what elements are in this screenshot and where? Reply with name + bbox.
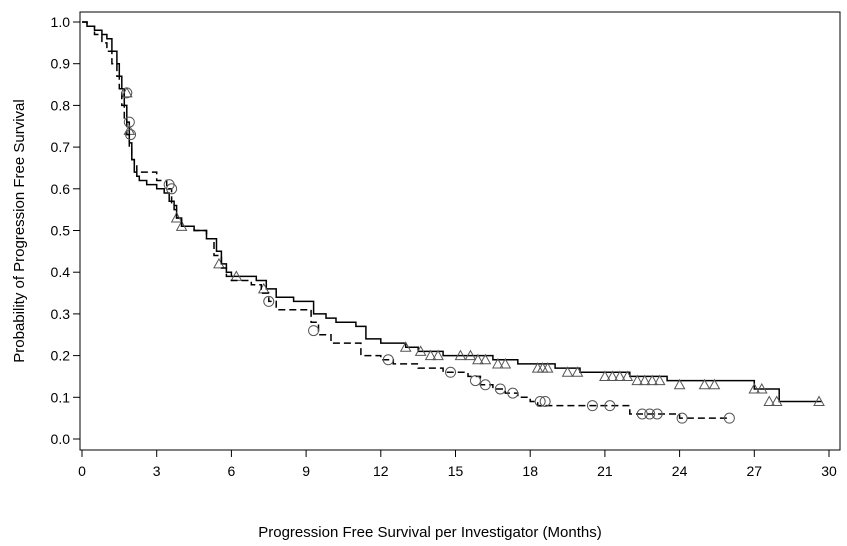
y-tick-label: 0.4 bbox=[51, 264, 71, 280]
y-tick-label: 1.0 bbox=[51, 14, 71, 30]
censor-mark-circle bbox=[507, 387, 519, 399]
censor-mark-circle bbox=[676, 412, 688, 424]
x-tick-label: 15 bbox=[448, 463, 464, 479]
censor-mark-triangle bbox=[653, 374, 666, 386]
censor-mark-circle bbox=[263, 295, 275, 307]
censor-mark-circle bbox=[604, 400, 616, 412]
x-tick-label: 18 bbox=[522, 463, 538, 479]
x-tick-label: 27 bbox=[747, 463, 763, 479]
y-tick-label: 0.7 bbox=[51, 139, 71, 155]
censor-mark-triangle bbox=[175, 220, 188, 231]
censor-mark-triangle bbox=[606, 370, 619, 381]
censor-mark-circle bbox=[494, 383, 506, 395]
km-curve-solid bbox=[82, 21, 822, 403]
censor-mark-triangle bbox=[432, 349, 444, 361]
x-axis-title: Progression Free Survival per Investigat… bbox=[258, 524, 601, 541]
censor-mark-triangle bbox=[813, 395, 825, 406]
censor-mark-circle bbox=[636, 408, 648, 420]
y-tick-label: 0.3 bbox=[51, 306, 71, 322]
censor-mark-circle bbox=[445, 366, 457, 378]
censor-mark-triangle bbox=[646, 374, 659, 386]
y-tick-label: 0.2 bbox=[51, 348, 71, 364]
censor-mark-triangle bbox=[399, 341, 412, 352]
censor-mark-circle bbox=[479, 379, 491, 391]
censor-mark-triangle bbox=[613, 370, 626, 381]
censor-mark-circle bbox=[382, 354, 394, 366]
censor-mark-circle bbox=[534, 395, 546, 407]
censor-mark-triangle bbox=[170, 211, 183, 223]
censor-mark-triangle bbox=[621, 370, 634, 381]
x-tick-label: 3 bbox=[153, 463, 161, 479]
censor-mark-triangle bbox=[638, 374, 651, 386]
censor-mark-triangle bbox=[708, 378, 721, 390]
censor-mark-triangle bbox=[755, 382, 768, 394]
censor-mark-circle bbox=[469, 375, 481, 387]
series-layer bbox=[82, 21, 825, 424]
x-axis-ticks: 0 3 6 9 12 15 18 21 24 27 30 bbox=[78, 450, 837, 479]
censor-mark-circle bbox=[308, 325, 320, 337]
censor-mark-triangle bbox=[454, 349, 467, 361]
censor-mark-circle bbox=[586, 400, 598, 412]
censor-mark-circle bbox=[651, 408, 663, 420]
y-tick-label: 0.5 bbox=[51, 223, 71, 239]
x-tick-label: 30 bbox=[821, 463, 837, 479]
x-tick-label: 9 bbox=[302, 463, 310, 479]
x-tick-label: 12 bbox=[373, 463, 389, 479]
km-curve-dashed bbox=[82, 21, 730, 419]
censor-mark-circle bbox=[644, 408, 656, 420]
y-tick-label: 0.9 bbox=[51, 56, 71, 72]
censor-mark-triangle bbox=[698, 378, 711, 390]
y-tick-label: 0.6 bbox=[51, 181, 71, 197]
censor-mark-triangle bbox=[673, 378, 686, 390]
y-tick-label: 0.8 bbox=[51, 97, 71, 113]
censor-mark-triangle bbox=[479, 353, 492, 365]
y-axis-title: Probability of Progression Free Survival bbox=[11, 99, 28, 362]
censor-mark-triangle bbox=[541, 362, 554, 373]
censor-mark-triangle bbox=[424, 349, 437, 361]
x-tick-label: 21 bbox=[597, 463, 613, 479]
censor-mark-triangle bbox=[491, 357, 504, 369]
x-tick-label: 6 bbox=[228, 463, 236, 479]
censor-mark-triangle bbox=[748, 382, 761, 394]
censor-mark-circle bbox=[125, 129, 137, 141]
censor-mark-circle bbox=[121, 87, 133, 99]
x-tick-label: 24 bbox=[672, 463, 688, 479]
censor-mark-circle bbox=[123, 116, 135, 128]
censor-mark-triangle bbox=[561, 366, 574, 377]
y-axis-ticks: 0.0 0.1 0.2 0.3 0.4 0.5 0.6 0.7 0.8 0.9 1.0 bbox=[51, 14, 80, 447]
censor-mark-triangle bbox=[599, 370, 611, 381]
y-tick-label: 0.0 bbox=[51, 431, 71, 447]
censor-mark-triangle bbox=[414, 345, 427, 356]
censor-mark-circle bbox=[166, 183, 178, 195]
y-tick-label: 0.1 bbox=[51, 389, 71, 405]
x-tick-label: 0 bbox=[78, 463, 86, 479]
censor-mark-triangle bbox=[571, 366, 584, 377]
censor-mark-triangle bbox=[120, 86, 133, 98]
censor-mark-triangle bbox=[464, 349, 477, 361]
censor-mark-triangle bbox=[770, 395, 783, 406]
censor-mark-triangle bbox=[763, 395, 776, 406]
censor-mark-triangle bbox=[631, 374, 644, 386]
censor-mark-triangle bbox=[472, 353, 484, 365]
censor-mark-circle bbox=[539, 395, 551, 407]
censor-mark-triangle bbox=[499, 357, 512, 369]
censor-mark-circle bbox=[723, 412, 735, 424]
